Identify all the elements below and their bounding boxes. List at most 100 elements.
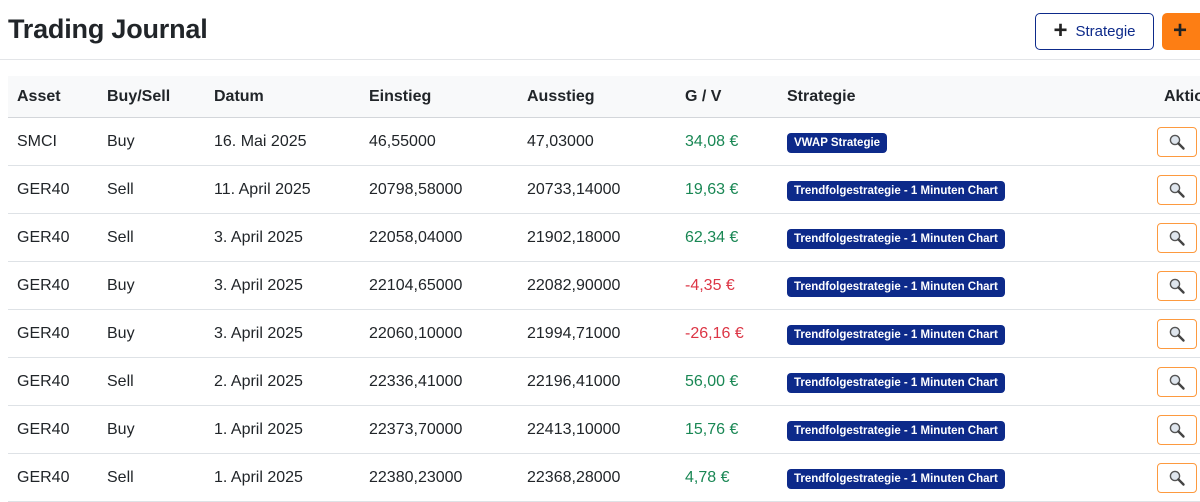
cell-actions [1148, 405, 1200, 454]
cell-asset: GER40 [8, 453, 98, 502]
cell-strategy: Trendfolgestrategie - 1 Minuten Chart [778, 405, 1148, 454]
cell-entry: 22380,23000 [360, 453, 518, 502]
strategy-badge: Trendfolgestrategie - 1 Minuten Chart [787, 276, 1005, 297]
cell-pnl: 62,34 € [676, 213, 778, 262]
cell-side: Sell [98, 453, 205, 502]
cell-actions [1148, 117, 1200, 166]
magnifier-icon [1168, 229, 1186, 247]
plus-icon: + [1173, 16, 1188, 44]
cell-date: 16. Mai 2025 [205, 117, 360, 166]
cell-entry: 22104,65000 [360, 261, 518, 310]
table-header-row: Asset Buy/Sell Datum Einstieg Ausstieg G… [8, 76, 1200, 118]
cell-asset: GER40 [8, 261, 98, 310]
cell-strategy: Trendfolgestrategie - 1 Minuten Chart [778, 261, 1148, 310]
cell-asset: GER40 [8, 405, 98, 454]
table-row: GER40 Sell 1. April 2025 22380,23000 22368,2… [8, 453, 1200, 502]
cell-date: 1. April 2025 [205, 405, 360, 454]
cell-asset: GER40 [8, 357, 98, 406]
cell-side: Sell [98, 213, 205, 262]
magnifier-icon [1168, 133, 1186, 151]
cell-side: Buy [98, 309, 205, 358]
add-strategy-button[interactable]: + Strategie [1035, 13, 1154, 50]
cell-exit: 22082,90000 [518, 261, 676, 310]
cell-pnl: 56,00 € [676, 357, 778, 406]
strategy-badge: Trendfolgestrategie - 1 Minuten Chart [787, 324, 1005, 345]
strategy-badge: Trendfolgestrategie - 1 Minuten Chart [787, 372, 1005, 393]
add-trade-button[interactable]: + [1162, 13, 1200, 50]
table-row: GER40 Sell 11. April 2025 20798,58000 20733,… [8, 165, 1200, 214]
view-trade-button[interactable] [1157, 414, 1197, 445]
cell-pnl: 34,08 € [676, 117, 778, 166]
cell-asset: SMCI [8, 117, 98, 166]
table-row: GER40 Sell 3. April 2025 22058,04000 21902,1… [8, 213, 1200, 262]
magnifier-icon [1168, 373, 1186, 391]
magnifier-icon [1168, 469, 1186, 487]
cell-side: Buy [98, 117, 205, 166]
cell-exit: 20733,14000 [518, 165, 676, 214]
column-header-gv: G / V [676, 76, 778, 118]
view-trade-button[interactable] [1157, 270, 1197, 301]
cell-entry: 22060,10000 [360, 309, 518, 358]
cell-asset: GER40 [8, 309, 98, 358]
cell-exit: 47,03000 [518, 117, 676, 166]
column-header-datum: Datum [205, 76, 360, 118]
cell-date: 11. April 2025 [205, 165, 360, 214]
column-header-buy-sell: Buy/Sell [98, 76, 205, 118]
plus-icon: + [1053, 16, 1068, 44]
cell-side: Sell [98, 357, 205, 406]
column-header-ausstieg: Ausstieg [518, 76, 676, 118]
column-header-asset: Asset [8, 76, 98, 118]
cell-side: Buy [98, 405, 205, 454]
column-header-aktionen: Aktionen [1148, 76, 1200, 118]
cell-strategy: Trendfolgestrategie - 1 Minuten Chart [778, 213, 1148, 262]
view-trade-button[interactable] [1157, 222, 1197, 253]
view-trade-button[interactable] [1157, 318, 1197, 349]
cell-date: 3. April 2025 [205, 309, 360, 358]
cell-date: 3. April 2025 [205, 261, 360, 310]
cell-date: 1. April 2025 [205, 453, 360, 502]
trades-table: Asset Buy/Sell Datum Einstieg Ausstieg G… [8, 76, 1200, 502]
cell-pnl: 19,63 € [676, 165, 778, 214]
view-trade-button[interactable] [1157, 126, 1197, 157]
cell-entry: 22058,04000 [360, 213, 518, 262]
cell-entry: 22336,41000 [360, 357, 518, 406]
table-row: GER40 Sell 2. April 2025 22336,41000 22196,4… [8, 357, 1200, 406]
cell-actions [1148, 453, 1200, 502]
cell-actions [1148, 165, 1200, 214]
table-row: GER40 Buy 3. April 2025 22060,10000 21994,71… [8, 309, 1200, 358]
cell-pnl: -26,16 € [676, 309, 778, 358]
cell-pnl: -4,35 € [676, 261, 778, 310]
page-title: Trading Journal [8, 14, 208, 44]
column-header-einstieg: Einstieg [360, 76, 518, 118]
table-row: GER40 Buy 1. April 2025 22373,70000 22413,10… [8, 405, 1200, 454]
add-strategy-button-label: Strategie [1075, 23, 1136, 40]
cell-strategy: Trendfolgestrategie - 1 Minuten Chart [778, 357, 1148, 406]
view-trade-button[interactable] [1157, 462, 1197, 493]
cell-strategy: VWAP Strategie [778, 117, 1148, 166]
cell-asset: GER40 [8, 213, 98, 262]
strategy-badge: Trendfolgestrategie - 1 Minuten Chart [787, 180, 1005, 201]
cell-entry: 20798,58000 [360, 165, 518, 214]
cell-exit: 21902,18000 [518, 213, 676, 262]
cell-date: 2. April 2025 [205, 357, 360, 406]
magnifier-icon [1168, 325, 1186, 343]
strategy-badge: Trendfolgestrategie - 1 Minuten Chart [787, 468, 1005, 489]
cell-pnl: 15,76 € [676, 405, 778, 454]
cell-entry: 22373,70000 [360, 405, 518, 454]
view-trade-button[interactable] [1157, 366, 1197, 397]
magnifier-icon [1168, 421, 1186, 439]
strategy-badge: Trendfolgestrategie - 1 Minuten Chart [787, 420, 1005, 441]
cell-exit: 22413,10000 [518, 405, 676, 454]
cell-date: 3. April 2025 [205, 213, 360, 262]
magnifier-icon [1168, 277, 1186, 295]
cell-side: Sell [98, 165, 205, 214]
cell-exit: 22368,28000 [518, 453, 676, 502]
strategy-badge: VWAP Strategie [787, 132, 888, 153]
strategy-badge: Trendfolgestrategie - 1 Minuten Chart [787, 228, 1005, 249]
cell-strategy: Trendfolgestrategie - 1 Minuten Chart [778, 309, 1148, 358]
view-trade-button[interactable] [1157, 174, 1197, 205]
cell-asset: GER40 [8, 165, 98, 214]
cell-actions [1148, 213, 1200, 262]
cell-exit: 21994,71000 [518, 309, 676, 358]
table-row: GER40 Buy 3. April 2025 22104,65000 22082,90… [8, 261, 1200, 310]
